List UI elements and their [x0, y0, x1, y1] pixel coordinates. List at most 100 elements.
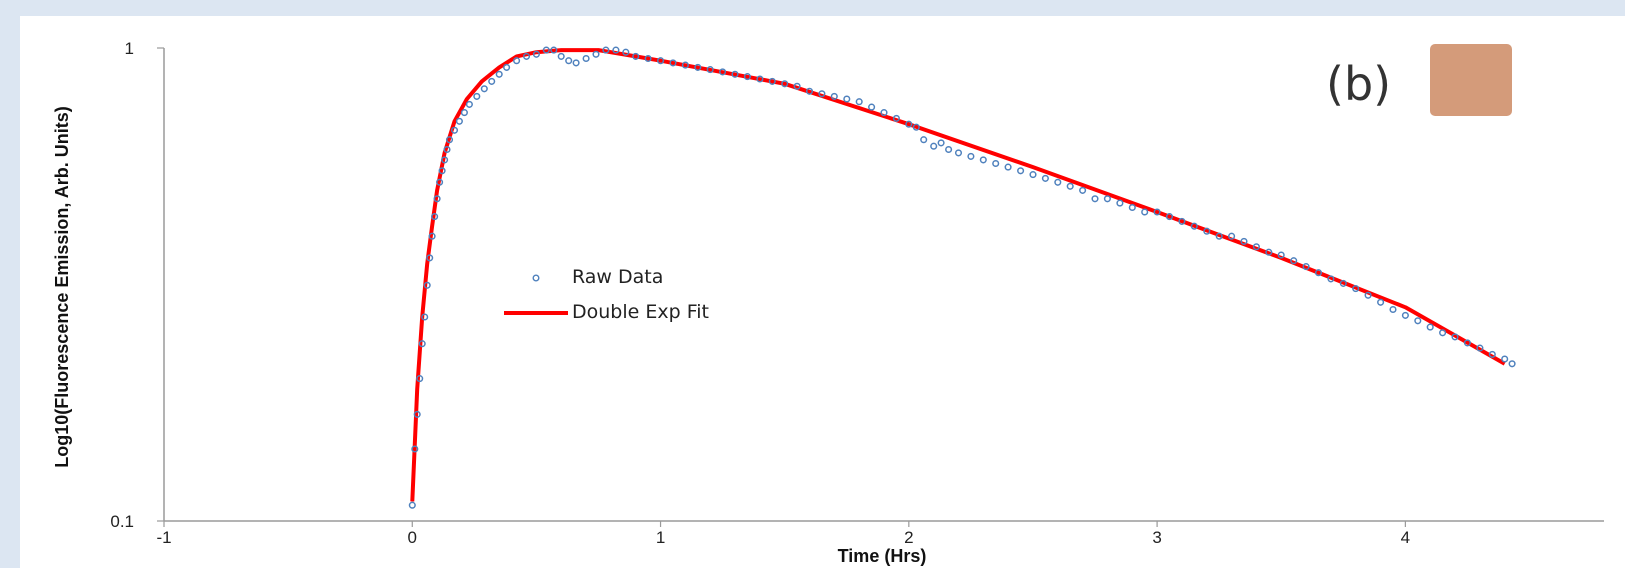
raw-data-point: [855, 98, 863, 106]
raw-data-point: [445, 136, 454, 144]
color-swatch: [1430, 44, 1512, 116]
raw-data-point: [905, 120, 913, 128]
raw-data-point: [1017, 167, 1025, 175]
raw-data-point: [1377, 298, 1385, 306]
raw-data-point: [1103, 195, 1111, 203]
raw-data-point: [706, 66, 714, 74]
raw-data-point: [880, 109, 888, 117]
legend: Raw Data Double Exp Fit: [504, 266, 709, 323]
legend-raw-data-marker: [532, 274, 540, 282]
raw-data-point: [681, 61, 689, 69]
raw-data-point: [1508, 360, 1516, 368]
raw-data-point: [892, 114, 900, 122]
raw-data-point: [495, 70, 503, 78]
raw-data-point: [756, 75, 764, 83]
raw-data-point: [930, 142, 938, 150]
panel-label: (b): [1326, 57, 1391, 111]
raw-data-point: [632, 52, 640, 60]
raw-data-point: [694, 63, 702, 71]
raw-data-point: [1116, 199, 1124, 207]
raw-data-point: [1091, 195, 1099, 203]
x-tick-label: 0: [408, 528, 417, 547]
raw-data-point: [719, 68, 727, 76]
raw-data-point: [781, 80, 789, 88]
raw-data-point: [1476, 344, 1484, 352]
raw-data-point: [1426, 323, 1434, 331]
raw-data-point: [565, 57, 573, 65]
raw-data-point: [1240, 237, 1248, 245]
raw-data-point: [1141, 208, 1149, 216]
chart-canvas: -1 0 1 2 3 4 1 0.1 Log10(Fluorescence Emission,…: [52, 39, 1604, 566]
raw-data-point: [1501, 355, 1509, 363]
raw-data-point: [460, 109, 468, 117]
raw-data-point: [480, 85, 488, 93]
raw-data-point: [1389, 305, 1397, 314]
x-tick-label: -1: [156, 528, 171, 547]
x-tick-label: 1: [656, 528, 665, 547]
raw-data-point: [843, 95, 851, 103]
raw-data-point: [1029, 171, 1037, 179]
y-tick-label: 1: [125, 39, 134, 58]
raw-data-point: [1414, 317, 1422, 325]
raw-data-point: [731, 70, 739, 78]
raw-data-point: [1190, 222, 1198, 230]
raw-data-point: [408, 501, 416, 509]
raw-data-point: [557, 52, 565, 60]
raw-data-point: [503, 63, 511, 71]
raw-data-point: [592, 50, 600, 58]
raw-data-point: [532, 50, 540, 58]
raw-data-point: [441, 156, 449, 164]
raw-data-point: [1463, 339, 1471, 347]
raw-data-point: [513, 57, 521, 65]
raw-data-point: [622, 48, 630, 56]
raw-data-point: [413, 410, 421, 418]
raw-data-point: [443, 145, 451, 154]
raw-data-point: [657, 57, 665, 65]
raw-data-point: [979, 156, 987, 164]
raw-data-point: [1401, 311, 1409, 319]
raw-data-point: [418, 340, 426, 348]
x-tick-label: 4: [1401, 528, 1410, 547]
raw-data-point: [954, 149, 963, 157]
raw-data-point: [1165, 213, 1174, 221]
raw-data-point: [868, 103, 876, 111]
raw-data-point: [1265, 248, 1273, 256]
x-axis-title: Time (Hrs): [838, 546, 927, 566]
raw-data-point: [1439, 329, 1447, 337]
raw-data-point: [1066, 182, 1074, 190]
raw-data-point: [644, 54, 652, 63]
raw-data-point: [550, 46, 558, 54]
raw-data-point: [428, 232, 436, 240]
raw-data-point: [455, 117, 463, 125]
raw-data-point: [465, 100, 473, 108]
raw-data-point: [920, 136, 928, 144]
raw-data-point: [421, 313, 429, 321]
raw-data-point: [612, 46, 620, 54]
raw-data-point: [1290, 257, 1298, 265]
raw-data-point: [436, 178, 444, 186]
raw-data-point: [1228, 232, 1236, 240]
raw-data-point: [1153, 208, 1161, 216]
y-axis-title: Log10(Fluorescence Emission, Arb. Units): [52, 106, 72, 467]
raw-data-point: [805, 87, 814, 95]
raw-data-point: [450, 126, 459, 134]
raw-data-point: [992, 159, 1000, 168]
raw-data-point: [1215, 232, 1223, 240]
raw-data-point: [1054, 178, 1062, 186]
raw-data-point: [912, 123, 920, 131]
raw-data-point: [411, 445, 419, 453]
raw-data-point: [945, 145, 953, 154]
raw-data-point: [1128, 203, 1136, 212]
raw-data-point: [1178, 217, 1186, 225]
raw-data-point: [1277, 251, 1285, 259]
raw-data-point: [1203, 227, 1211, 235]
raw-data-point: [1302, 263, 1310, 271]
raw-data-point: [416, 375, 424, 383]
y-tick-label: 0.1: [110, 512, 134, 531]
raw-data-point: [582, 54, 590, 63]
raw-data-point: [433, 195, 441, 203]
raw-data-point: [818, 90, 826, 98]
raw-data-point: [473, 92, 481, 100]
raw-data-point: [1079, 186, 1087, 194]
raw-data-point: [768, 77, 776, 85]
